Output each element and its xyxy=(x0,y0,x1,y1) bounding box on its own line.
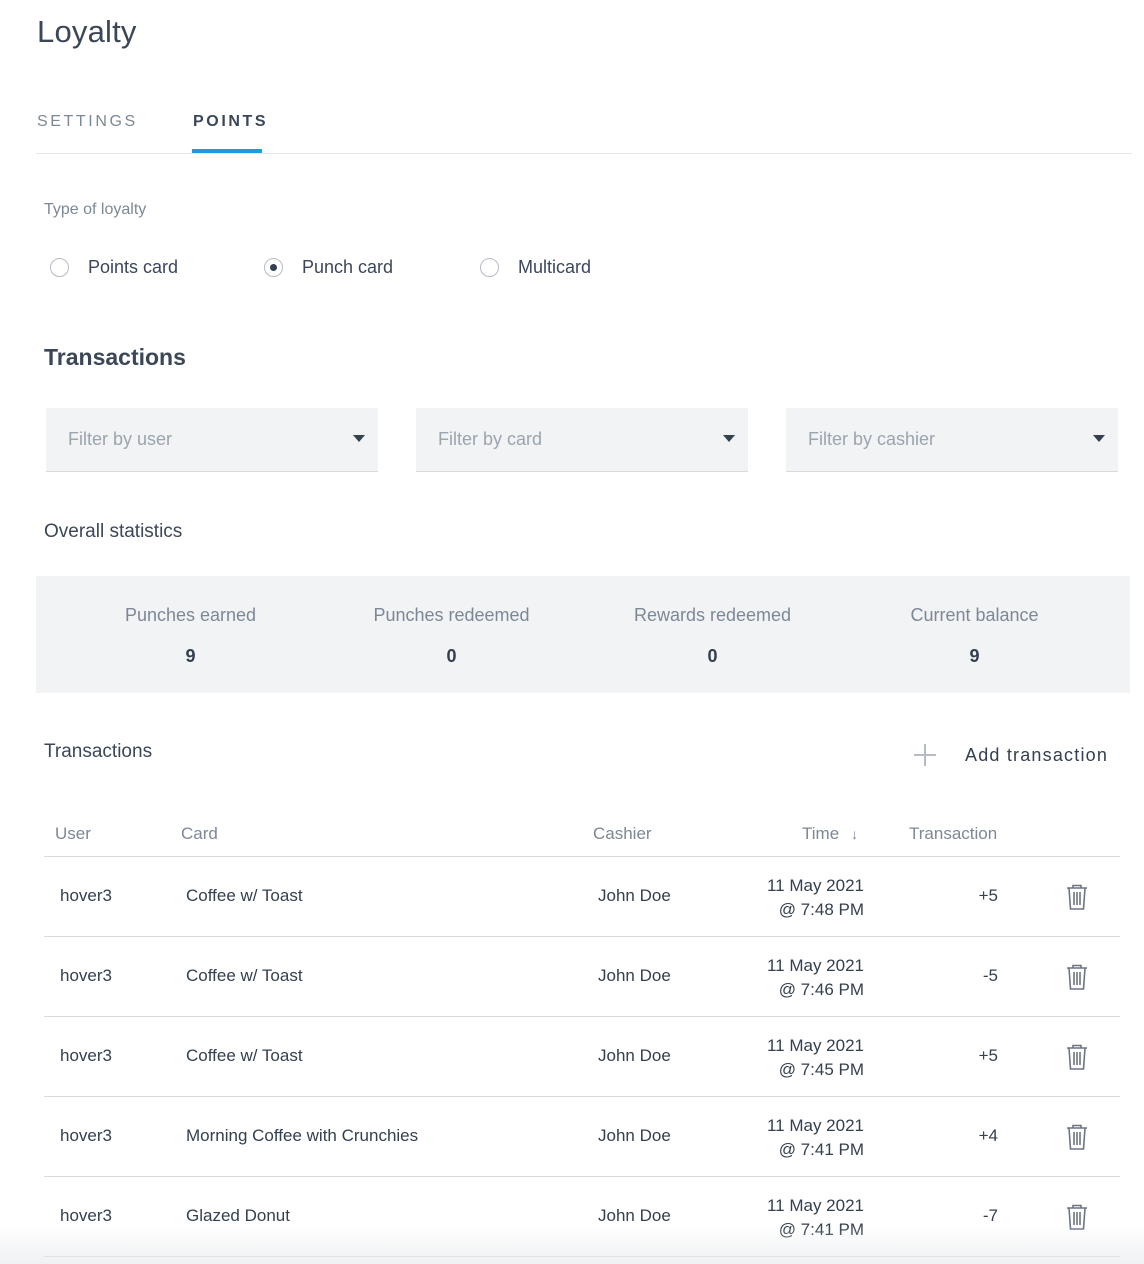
stat-label: Punches earned xyxy=(124,605,257,625)
cell-user: hover3 xyxy=(60,1046,112,1065)
table-row: hover3 Morning Coffee with Crunchies John … xyxy=(44,1097,1120,1177)
cell-time-line: @ 7:45 PM xyxy=(778,1060,864,1079)
trash-icon[interactable] xyxy=(1065,1043,1089,1071)
stat-rewards-redeemed: Rewards redeemed 0 xyxy=(582,576,843,667)
caret-down-icon xyxy=(353,435,365,442)
stat-current-balance: Current balance 9 xyxy=(844,576,1105,667)
trash-icon[interactable] xyxy=(1065,1203,1089,1231)
radio-label: Punch card xyxy=(302,256,394,277)
loyalty-type-label: Type of loyalty xyxy=(44,201,147,218)
column-header-time-label: Time xyxy=(802,824,840,843)
transactions-section-title: Transactions xyxy=(44,344,186,370)
stat-value: 9 xyxy=(969,646,980,666)
table-row: hover3 Coffee w/ Toast John Doe 11 May 2021… xyxy=(44,857,1120,937)
stat-value: 0 xyxy=(707,646,718,666)
stat-value: 9 xyxy=(185,646,196,666)
radio-circle-checked[interactable] xyxy=(264,257,283,277)
page-title: Loyalty xyxy=(37,14,137,49)
cell-card: Coffee w/ Toast xyxy=(186,886,303,905)
column-header-cashier[interactable]: Cashier xyxy=(593,824,652,843)
cell-card: Glazed Donut xyxy=(186,1206,290,1225)
cell-transaction: +5 xyxy=(978,886,998,905)
cell-user: hover3 xyxy=(60,886,112,905)
cell-time-line: @ 7:41 PM xyxy=(778,1220,864,1239)
cell-user: hover3 xyxy=(60,966,112,985)
overall-statistics-title: Overall statistics xyxy=(44,521,183,542)
caret-down-icon xyxy=(723,435,735,442)
cell-date-line: 11 May 2021 xyxy=(766,1036,864,1055)
table-header: User Card Cashier Time ↓ Transaction xyxy=(44,812,1120,857)
cell-card: Morning Coffee with Crunchies xyxy=(186,1126,419,1145)
column-header-transaction[interactable]: Transaction xyxy=(909,824,998,843)
radio-label: Multicard xyxy=(518,256,592,277)
cell-transaction: +4 xyxy=(978,1126,998,1145)
cell-date-line: 11 May 2021 xyxy=(766,1116,864,1135)
stat-label: Rewards redeemed xyxy=(633,605,792,625)
cell-time: 11 May 2021 @ 7:41 PM xyxy=(767,1114,864,1162)
cell-date-line: 11 May 2021 xyxy=(766,876,864,895)
filter-by-user-select[interactable]: Filter by user xyxy=(46,408,378,472)
stat-label: Punches redeemed xyxy=(373,605,530,625)
column-header-card[interactable]: Card xyxy=(181,824,218,843)
cell-time: 11 May 2021 @ 7:41 PM xyxy=(767,1194,864,1242)
radio-circle[interactable] xyxy=(480,257,499,277)
stat-punches-redeemed: Punches redeemed 0 xyxy=(321,576,582,667)
cell-date-line: 11 May 2021 xyxy=(766,1196,864,1215)
cell-time: 11 May 2021 @ 7:45 PM xyxy=(767,1034,864,1082)
cell-cashier: John Doe xyxy=(598,1126,671,1145)
cell-cashier: John Doe xyxy=(598,1046,671,1065)
radio-circle[interactable] xyxy=(50,257,69,277)
table-row: hover3 Coffee w/ Toast John Doe 11 May 2021… xyxy=(44,1017,1120,1097)
cell-cashier: John Doe xyxy=(598,1206,671,1225)
trash-icon[interactable] xyxy=(1065,1123,1089,1151)
statistics-panel: Punches earned 9 Punches redeemed 0 Rewa… xyxy=(36,576,1130,693)
cell-transaction: +5 xyxy=(978,1046,998,1065)
cell-time-line: @ 7:46 PM xyxy=(778,980,864,999)
stat-label: Current balance xyxy=(910,605,1039,625)
filter-placeholder: Filter by cashier xyxy=(808,429,936,449)
table-row: hover3 Coffee w/ Toast John Doe 11 May 2021… xyxy=(44,937,1120,1017)
cell-user: hover3 xyxy=(60,1126,112,1145)
column-header-user[interactable]: User xyxy=(55,824,91,843)
add-transaction-label: Add transaction xyxy=(965,744,1109,765)
transactions-table-title: Transactions xyxy=(44,741,153,762)
cell-cashier: John Doe xyxy=(598,966,671,985)
cell-card: Coffee w/ Toast xyxy=(186,1046,303,1065)
stat-punches-earned: Punches earned 9 xyxy=(60,576,321,667)
tab-bar: SETTINGS POINTS xyxy=(36,100,1132,154)
add-transaction-button[interactable]: Add transaction xyxy=(914,738,1108,772)
tab-settings[interactable]: SETTINGS xyxy=(37,113,138,130)
filter-by-cashier-select[interactable]: Filter by cashier xyxy=(786,408,1118,472)
column-header-time[interactable]: Time ↓ xyxy=(802,824,858,844)
cell-time: 11 May 2021 @ 7:48 PM xyxy=(767,874,864,922)
filter-placeholder: Filter by card xyxy=(438,429,543,449)
arrow-down-icon: ↓ xyxy=(851,826,859,842)
cell-transaction: -5 xyxy=(982,966,998,985)
cell-time-line: @ 7:41 PM xyxy=(778,1140,864,1159)
cell-card: Coffee w/ Toast xyxy=(186,966,303,985)
tab-points[interactable]: POINTS xyxy=(193,113,269,130)
cell-transaction: -7 xyxy=(982,1206,998,1225)
plus-icon xyxy=(914,744,936,766)
active-tab-indicator xyxy=(192,149,262,153)
caret-down-icon xyxy=(1093,435,1105,442)
table-row: hover3 Glazed Donut John Doe 11 May 2021 @ 7… xyxy=(44,1177,1120,1257)
cell-user: hover3 xyxy=(60,1206,112,1225)
radio-label: Points card xyxy=(88,256,179,277)
radio-punch-card[interactable]: Punch card xyxy=(264,256,393,278)
radio-multicard[interactable]: Multicard xyxy=(480,256,591,278)
trash-icon[interactable] xyxy=(1065,883,1089,911)
radio-points-card[interactable]: Points card xyxy=(50,256,178,278)
trash-icon[interactable] xyxy=(1065,963,1089,991)
cell-time: 11 May 2021 @ 7:46 PM xyxy=(767,954,864,1002)
filter-by-card-select[interactable]: Filter by card xyxy=(416,408,748,472)
stat-value: 0 xyxy=(446,646,457,666)
cell-cashier: John Doe xyxy=(598,886,671,905)
cell-time-line: @ 7:48 PM xyxy=(778,900,864,919)
cell-date-line: 11 May 2021 xyxy=(766,956,864,975)
filter-placeholder: Filter by user xyxy=(68,429,173,449)
